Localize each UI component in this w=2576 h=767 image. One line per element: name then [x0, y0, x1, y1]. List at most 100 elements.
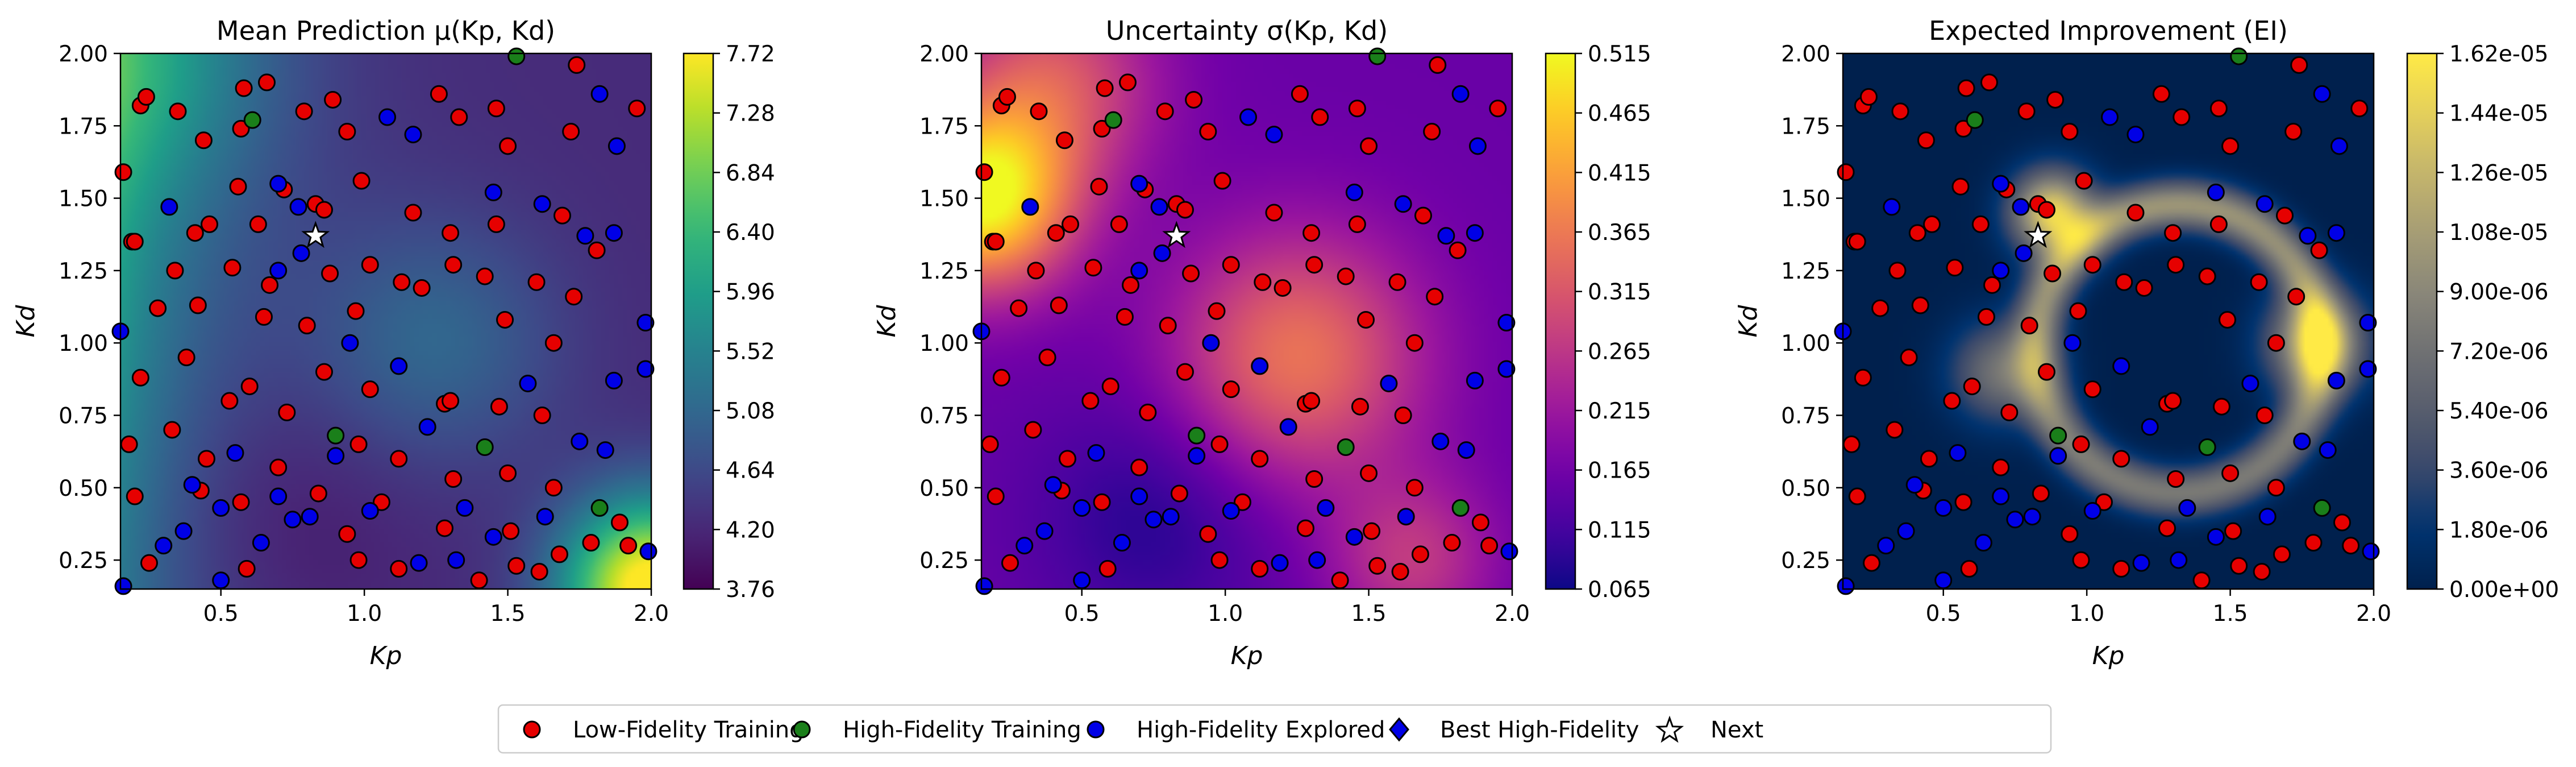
high-fidelity-explored-point — [1380, 374, 1398, 392]
low-fidelity-point — [232, 119, 250, 138]
low-fidelity-point — [527, 273, 546, 291]
low-fidelity-point — [1854, 368, 1872, 387]
high-fidelity-explored-point — [269, 487, 288, 505]
low-fidelity-point — [2230, 557, 2248, 575]
low-fidelity-point — [2209, 99, 2228, 118]
low-fidelity-point — [235, 79, 253, 97]
low-fidelity-point — [1426, 288, 1444, 306]
low-fidelity-point — [444, 470, 463, 488]
low-fidelity-point — [324, 90, 342, 109]
low-fidelity-point — [1911, 296, 1929, 314]
low-fidelity-point — [2075, 172, 2093, 190]
high-fidelity-explored-point — [636, 314, 655, 332]
high-fidelity-explored-point — [1497, 314, 1516, 332]
low-fidelity-point — [496, 310, 514, 329]
plot-frame — [1842, 52, 2375, 590]
low-fidelity-point — [2273, 545, 2291, 563]
high-fidelity-explored-point — [341, 334, 359, 352]
x-tick-label: 1.0 — [347, 601, 382, 627]
low-fidelity-point — [1024, 421, 1042, 439]
x-tick-label: 2.0 — [634, 601, 669, 627]
low-fidelity-point — [349, 551, 368, 569]
high-fidelity-training-point — [1188, 426, 1206, 445]
low-fidelity-point — [194, 131, 213, 150]
low-fidelity-point — [1093, 119, 1111, 138]
low-fidelity-point — [393, 273, 411, 291]
low-fidelity-point — [1960, 559, 1978, 578]
high-fidelity-explored-point — [2255, 195, 2274, 213]
low-fidelity-point — [120, 435, 138, 453]
next-star-marker — [1162, 221, 1191, 248]
high-fidelity-explored-point — [1202, 334, 1220, 352]
high-fidelity-explored-point — [284, 511, 302, 529]
low-fidelity-point — [487, 99, 505, 118]
high-fidelity-explored-point — [2083, 502, 2101, 520]
high-fidelity-explored-point — [1949, 444, 1967, 462]
low-fidelity-point — [450, 108, 468, 126]
low-fidelity-point — [1368, 557, 1387, 575]
high-fidelity-explored-point — [2012, 198, 2030, 216]
high-fidelity-explored-point — [1150, 198, 1168, 216]
low-fidelity-point — [1170, 484, 1188, 503]
low-fidelity-point — [2224, 522, 2242, 540]
high-fidelity-training-point — [2049, 426, 2067, 445]
colorbar-tick-label: 0.515 — [1588, 42, 1651, 67]
legend-label: Best High-Fidelity — [1440, 717, 1639, 743]
low-fidelity-point — [1302, 392, 1321, 410]
low-fidelity-point — [2164, 392, 2182, 410]
colorbar-tick-label: 5.52 — [726, 339, 775, 364]
low-fidelity-point — [1977, 308, 1995, 326]
x-tick-label: 0.5 — [1064, 601, 1100, 627]
low-fidelity-point — [220, 392, 239, 410]
low-fidelity-point — [1093, 493, 1111, 511]
y-tick-label: 0.50 — [59, 476, 108, 501]
low-fidelity-point — [2221, 137, 2240, 155]
low-fidelity-point — [2267, 334, 2285, 352]
low-fidelity-point — [2284, 122, 2303, 140]
high-fidelity-explored-point — [1239, 108, 1258, 126]
high-fidelity-explored-point — [607, 137, 626, 155]
y-tick-label: 1.75 — [919, 114, 969, 139]
low-fidelity-point — [1954, 493, 1972, 511]
low-fidelity-point — [2135, 279, 2153, 297]
x-axis-label: Kp — [1231, 641, 1263, 670]
low-fidelity-point — [349, 435, 368, 453]
high-fidelity-explored-point — [1073, 499, 1091, 517]
x-tick-label: 1.5 — [2213, 601, 2248, 627]
low-fidelity-point — [1305, 256, 1324, 274]
low-fidelity-point — [553, 206, 571, 225]
low-fidelity-point — [2350, 99, 2369, 118]
y-tick-label: 0.25 — [1781, 548, 1830, 574]
low-fidelity-point — [1842, 435, 1861, 453]
low-fidelity-point — [2310, 241, 2328, 259]
high-fidelity-explored-point — [410, 554, 428, 572]
low-fidelity-point — [1943, 392, 1961, 410]
low-fidelity-point — [309, 484, 327, 503]
low-fidelity-point — [1983, 276, 2001, 294]
low-fidelity-point — [315, 363, 333, 381]
low-fidelity-point — [1001, 554, 1019, 572]
low-fidelity-point — [610, 513, 629, 532]
low-fidelity-point — [295, 102, 313, 121]
colorbar-tick-label: 0.365 — [1588, 220, 1651, 246]
low-fidelity-point — [1405, 479, 1424, 497]
high-fidelity-explored-point — [252, 534, 270, 552]
low-fidelity-point — [131, 368, 149, 387]
low-fidelity-point — [240, 378, 259, 396]
colorbar-tick-label: 0.00e+00 — [2449, 577, 2559, 603]
high-fidelity-explored-point — [404, 126, 422, 144]
colorbar-tick-label: 1.62e-05 — [2449, 42, 2549, 67]
low-fidelity-point — [1047, 224, 1065, 242]
colorbar-tick-label: 5.96 — [726, 280, 775, 305]
low-fidelity-point — [2044, 264, 2062, 283]
colorbar-tick-label: 0.415 — [1588, 160, 1651, 186]
low-fidelity-point — [1348, 99, 1366, 118]
low-fidelity-point — [186, 224, 204, 242]
low-fidelity-point — [502, 522, 520, 540]
high-fidelity-training-point — [1451, 499, 1470, 517]
low-fidelity-point — [981, 435, 999, 453]
low-fidelity-point — [1394, 406, 1412, 424]
low-fidelity-point — [1886, 421, 1904, 439]
y-tick-label: 1.25 — [59, 259, 108, 284]
low-fidelity-point — [232, 493, 250, 511]
